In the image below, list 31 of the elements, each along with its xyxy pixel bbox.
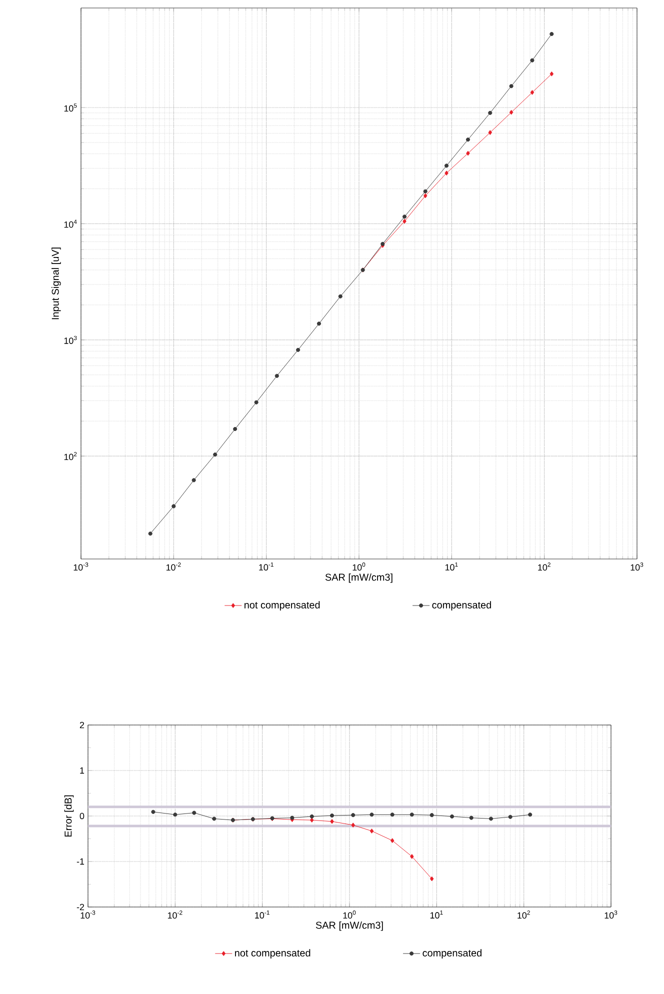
legend-label: not compensated <box>235 949 310 958</box>
y-axis-title: Error [dB] <box>64 795 74 837</box>
x-tick-label: 10$^{0}$ <box>343 910 356 919</box>
y-tick-label: 0 <box>80 812 84 820</box>
x-tick-label: 10$^{1}$ <box>445 562 458 571</box>
y-axis-title: Input Signal [uV] <box>52 248 61 320</box>
legend-label: compensated <box>422 949 482 958</box>
x-tick-label: 10$^{-3}$ <box>74 562 88 571</box>
y-tick-label: 10$^{2}$ <box>64 452 77 460</box>
x-tick-label: 10$^{2}$ <box>518 910 530 919</box>
x-tick-label: 10$^{3}$ <box>630 562 644 571</box>
x-tick-label: 10$^{-2}$ <box>168 910 182 919</box>
legend-label: compensated <box>432 601 491 610</box>
y-tick-label: 1 <box>80 767 84 774</box>
y-tick-label: 10$^{3}$ <box>64 336 77 344</box>
y-tick-label: 2 <box>80 722 84 728</box>
x-tick-label: 10$^{1}$ <box>430 910 443 919</box>
y-tick-label: -1 <box>76 858 84 865</box>
x-tick-label: 10$^{-1}$ <box>255 910 270 919</box>
x-tick-label: 10$^{2}$ <box>538 562 550 571</box>
y-tick-label: 10$^{5}$ <box>64 104 77 112</box>
y-tick-label: 10$^{4}$ <box>64 220 77 228</box>
x-tick-label: 10$^{-1}$ <box>259 562 274 571</box>
y-tick-label: -2 <box>76 904 84 910</box>
x-tick-label: 10$^{3}$ <box>604 910 618 919</box>
x-axis-title: SAR [mW/cm3] <box>316 921 383 931</box>
legend-label: not compensated <box>244 601 320 610</box>
x-tick-label: 10$^{-2}$ <box>166 562 181 571</box>
x-tick-label: 10$^{0}$ <box>352 562 366 571</box>
x-tick-label: 10$^{-3}$ <box>80 910 96 919</box>
x-axis-title: SAR [mW/cm3] <box>325 573 392 583</box>
